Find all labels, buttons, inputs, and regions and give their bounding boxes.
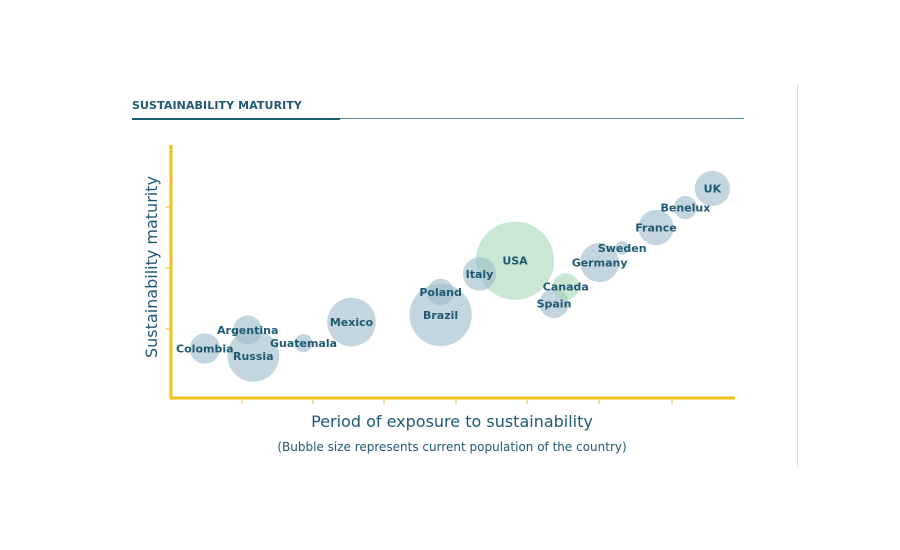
label-france: France (635, 222, 676, 235)
title-underline (132, 118, 744, 119)
bubble-uk (694, 170, 731, 206)
bubble-france (638, 209, 674, 246)
label-colombia: Colombia (176, 343, 234, 356)
bubble-colombia (189, 333, 220, 364)
label-canada: Canada (543, 281, 589, 294)
bubble-mexico (327, 297, 376, 347)
label-sweden: Sweden (598, 242, 647, 255)
label-guatemala: Guatemala (270, 337, 337, 350)
label-argentina: Argentina (217, 324, 278, 337)
title-underline-accent (132, 118, 340, 120)
bubble-sweden (615, 241, 629, 255)
y-axis-label: Sustainability maturity (142, 176, 161, 358)
bubble-germany (580, 242, 620, 283)
bubble-layer (189, 170, 731, 382)
label-poland: Poland (419, 286, 462, 299)
bubble-russia (227, 329, 280, 382)
x-axis-label: Period of exposure to sustainability (311, 412, 593, 431)
bubble-usa (475, 221, 555, 300)
bubble-italy (462, 257, 497, 291)
label-spain: Spain (537, 297, 572, 310)
label-uk: UK (704, 182, 722, 195)
label-benelux: Benelux (660, 202, 710, 215)
label-usa: USA (502, 255, 528, 268)
chart-subtitle: (Bubble size represents current populati… (277, 440, 626, 454)
label-russia: Russia (233, 350, 274, 363)
chart-title: SUSTAINABILITY MATURITY (132, 99, 303, 112)
label-brazil: Brazil (423, 309, 458, 322)
bubble-argentina (233, 315, 263, 345)
page-divider (797, 84, 798, 466)
bubble-canada (552, 273, 580, 300)
label-mexico: Mexico (330, 316, 374, 329)
bubble-brazil (409, 283, 472, 347)
label-italy: Italy (466, 268, 494, 281)
bubble-poland (427, 278, 454, 306)
bubble-benelux (673, 196, 698, 220)
bubble-guatemala (294, 334, 313, 353)
label-germany: Germany (572, 257, 628, 270)
